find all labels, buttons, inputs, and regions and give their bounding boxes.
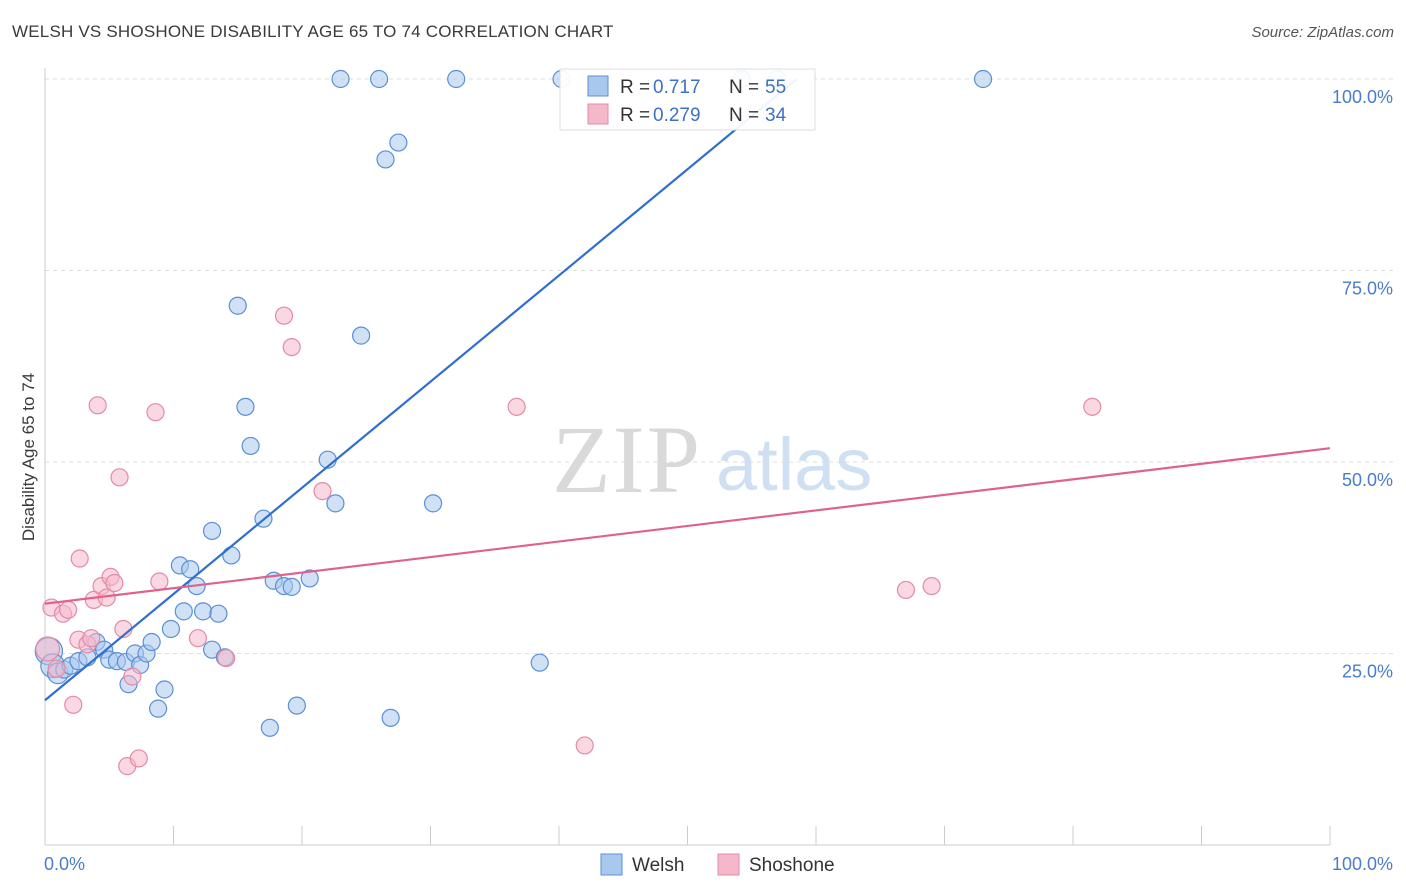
welsh-point-46 — [381, 708, 400, 727]
shoshone-point-27 — [313, 482, 332, 501]
welsh-trend-line — [44, 78, 798, 702]
shoshone-bottom-label: Shoshone — [749, 855, 835, 876]
welsh-point-18 — [155, 680, 174, 699]
source-credit: Source: ZipAtlas.com — [1251, 24, 1394, 41]
welsh-point-41 — [326, 494, 345, 513]
shoshone-point-2 — [47, 659, 66, 678]
y-tick-label-25: 25.0% — [1342, 662, 1393, 682]
shoshone-point-5 — [64, 695, 83, 714]
welsh-point-30 — [228, 296, 247, 315]
welsh-legend-swatch — [587, 75, 609, 97]
welsh-point-22 — [181, 560, 200, 579]
shoshone-point-29 — [575, 736, 594, 755]
shoshone-trend-line — [44, 447, 1331, 605]
shoshone-n-label: N = — [729, 105, 759, 126]
welsh-point-49 — [447, 69, 466, 89]
welsh-point-42 — [331, 69, 350, 89]
shoshone-r-label: R = — [620, 105, 650, 126]
shoshone-point-7 — [70, 549, 89, 568]
shoshone-bottom-swatch — [717, 853, 740, 876]
shoshone-point-30 — [896, 580, 916, 600]
shoshone-point-0 — [35, 636, 61, 662]
shoshone-point-25 — [274, 306, 294, 325]
welsh-n-value: 55 — [765, 77, 786, 98]
welsh-point-24 — [193, 602, 213, 621]
welsh-point-17 — [148, 699, 168, 718]
shoshone-point-21 — [146, 403, 165, 422]
welsh-point-47 — [389, 133, 408, 152]
welsh-point-32 — [241, 436, 260, 456]
welsh-point-16 — [142, 632, 161, 652]
shoshone-point-22 — [150, 572, 169, 591]
y-tick-label-100: 100.0% — [1332, 87, 1393, 107]
shoshone-legend-swatch — [587, 103, 609, 125]
series-legend: Welsh Shoshone — [600, 853, 835, 876]
shoshone-point-11 — [88, 396, 107, 415]
shoshone-point-19 — [123, 667, 142, 686]
welsh-point-38 — [287, 696, 306, 715]
grid-layer — [45, 78, 1393, 654]
welsh-point-39 — [300, 569, 319, 588]
welsh-point-37 — [282, 577, 301, 596]
welsh-point-54 — [973, 69, 993, 89]
welsh-point-31 — [236, 397, 255, 416]
welsh-point-27 — [209, 604, 228, 623]
shoshone-n-value: 34 — [765, 105, 787, 126]
shoshone-r-value: 0.279 — [653, 105, 701, 126]
y-tick-label-75: 75.0% — [1342, 279, 1393, 299]
welsh-point-44 — [370, 69, 389, 89]
welsh-point-48 — [423, 494, 443, 513]
shoshone-point-4 — [59, 600, 78, 619]
shoshone-point-23 — [188, 629, 208, 648]
shoshone-point-20 — [129, 749, 148, 768]
shoshone-point-33 — [1083, 397, 1102, 416]
welsh-point-50 — [530, 653, 549, 672]
shoshone-point-16 — [110, 468, 129, 487]
chart-title: WELSH VS SHOSHONE DISABILITY AGE 65 TO 7… — [12, 22, 614, 41]
watermark: ZIP atlas — [552, 406, 872, 513]
shoshone-point-32 — [922, 576, 941, 596]
watermark-atlas: atlas — [716, 423, 872, 506]
welsh-r-value: 0.717 — [653, 77, 701, 98]
watermark-zip: ZIP — [552, 406, 702, 513]
trend-layer — [44, 78, 1331, 702]
correlation-legend: R = 0.717 N = 55 R = 0.279 N = 34 — [559, 68, 816, 131]
welsh-bottom-label: Welsh — [632, 855, 684, 876]
y-axis-title: Disability Age 65 to 74 — [19, 373, 38, 541]
shoshone-point-9 — [82, 629, 101, 648]
welsh-point-21 — [174, 602, 193, 621]
shoshone-point-24 — [217, 648, 236, 668]
shoshone-point-26 — [282, 338, 301, 357]
welsh-point-19 — [161, 619, 181, 639]
shoshone-point-15 — [105, 573, 124, 593]
welsh-point-25 — [202, 521, 222, 541]
x-tick-label-max: 100.0% — [1332, 854, 1393, 874]
welsh-bottom-swatch — [600, 853, 623, 876]
welsh-n-label: N = — [729, 77, 759, 98]
axis-layer: 25.0% 50.0% 75.0% 100.0% 0.0% 100.0% Disabilit… — [19, 68, 1393, 874]
welsh-point-45 — [376, 150, 395, 169]
welsh-point-34 — [260, 718, 279, 737]
welsh-r-label: R = — [620, 77, 650, 98]
y-tick-label-50: 50.0% — [1342, 470, 1393, 490]
welsh-point-29 — [222, 546, 241, 565]
welsh-point-43 — [352, 326, 371, 345]
shoshone-point-28 — [507, 397, 526, 416]
x-tick-label-min: 0.0% — [44, 854, 85, 874]
